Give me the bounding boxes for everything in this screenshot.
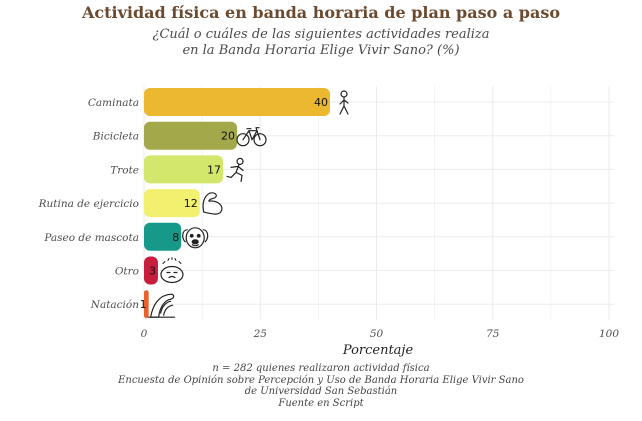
y-tick-label: Rutina de ejercicio [38, 198, 139, 210]
dizzy-face-icon [160, 257, 184, 284]
bar [144, 189, 200, 218]
chart-subtitle: ¿Cuál o cuáles de las siguientes activid… [0, 27, 642, 59]
bar-value-label: 3 [149, 265, 156, 278]
caption-line-4: Fuente en Script [278, 397, 364, 409]
x-tick-label: 25 [253, 328, 268, 340]
walking-person-icon [339, 90, 349, 115]
bar-value-label: 1 [140, 298, 147, 311]
bar-value-label: 17 [207, 163, 221, 176]
water-wave-icon [148, 293, 176, 318]
bar-value-label: 12 [184, 197, 198, 210]
caption-line-1: n = 282 quienes realizaron actividad fís… [212, 363, 430, 374]
caption-line-3: de Universidad San Sebastián [244, 386, 398, 397]
bar-value-label: 8 [172, 231, 179, 244]
y-tick-label: Caminata [88, 97, 139, 109]
subtitle-line-2: en la Banda Horaria Elige Vivir Sano? (%… [182, 43, 460, 58]
x-tick-label: 50 [370, 328, 384, 340]
y-tick-label: Paseo de mascota [43, 232, 139, 244]
bar [144, 121, 237, 150]
subtitle-line-1: ¿Cuál o cuáles de las siguientes activid… [152, 27, 490, 42]
chart-title: Actividad física en banda horaria de pla… [81, 3, 561, 22]
bar [144, 222, 182, 251]
bar [144, 88, 330, 116]
x-axis-label: Porcentaje [342, 343, 414, 358]
running-person-icon [226, 157, 244, 182]
y-tick-label: Natación [90, 299, 139, 311]
bicycle-icon [236, 127, 267, 147]
dog-face-icon [182, 227, 209, 249]
caption-line-2: Encuesta de Opinión sobre Percepción y U… [118, 374, 524, 386]
y-tick-label: Bicicleta [92, 131, 139, 143]
y-tick-label: Otro [115, 266, 139, 278]
x-tick-label: 75 [486, 328, 500, 340]
y-tick-label: Trote [110, 164, 139, 176]
bar [144, 290, 149, 319]
bar [144, 256, 158, 285]
bar-value-label: 20 [221, 130, 235, 143]
bar [144, 155, 224, 184]
x-tick-label: 100 [599, 328, 619, 340]
flexed-biceps-icon [202, 192, 223, 215]
chart-caption: n = 282 quienes realizaron actividad fís… [0, 363, 642, 409]
x-tick-label: 0 [141, 328, 148, 340]
bar-value-label: 40 [314, 96, 328, 109]
